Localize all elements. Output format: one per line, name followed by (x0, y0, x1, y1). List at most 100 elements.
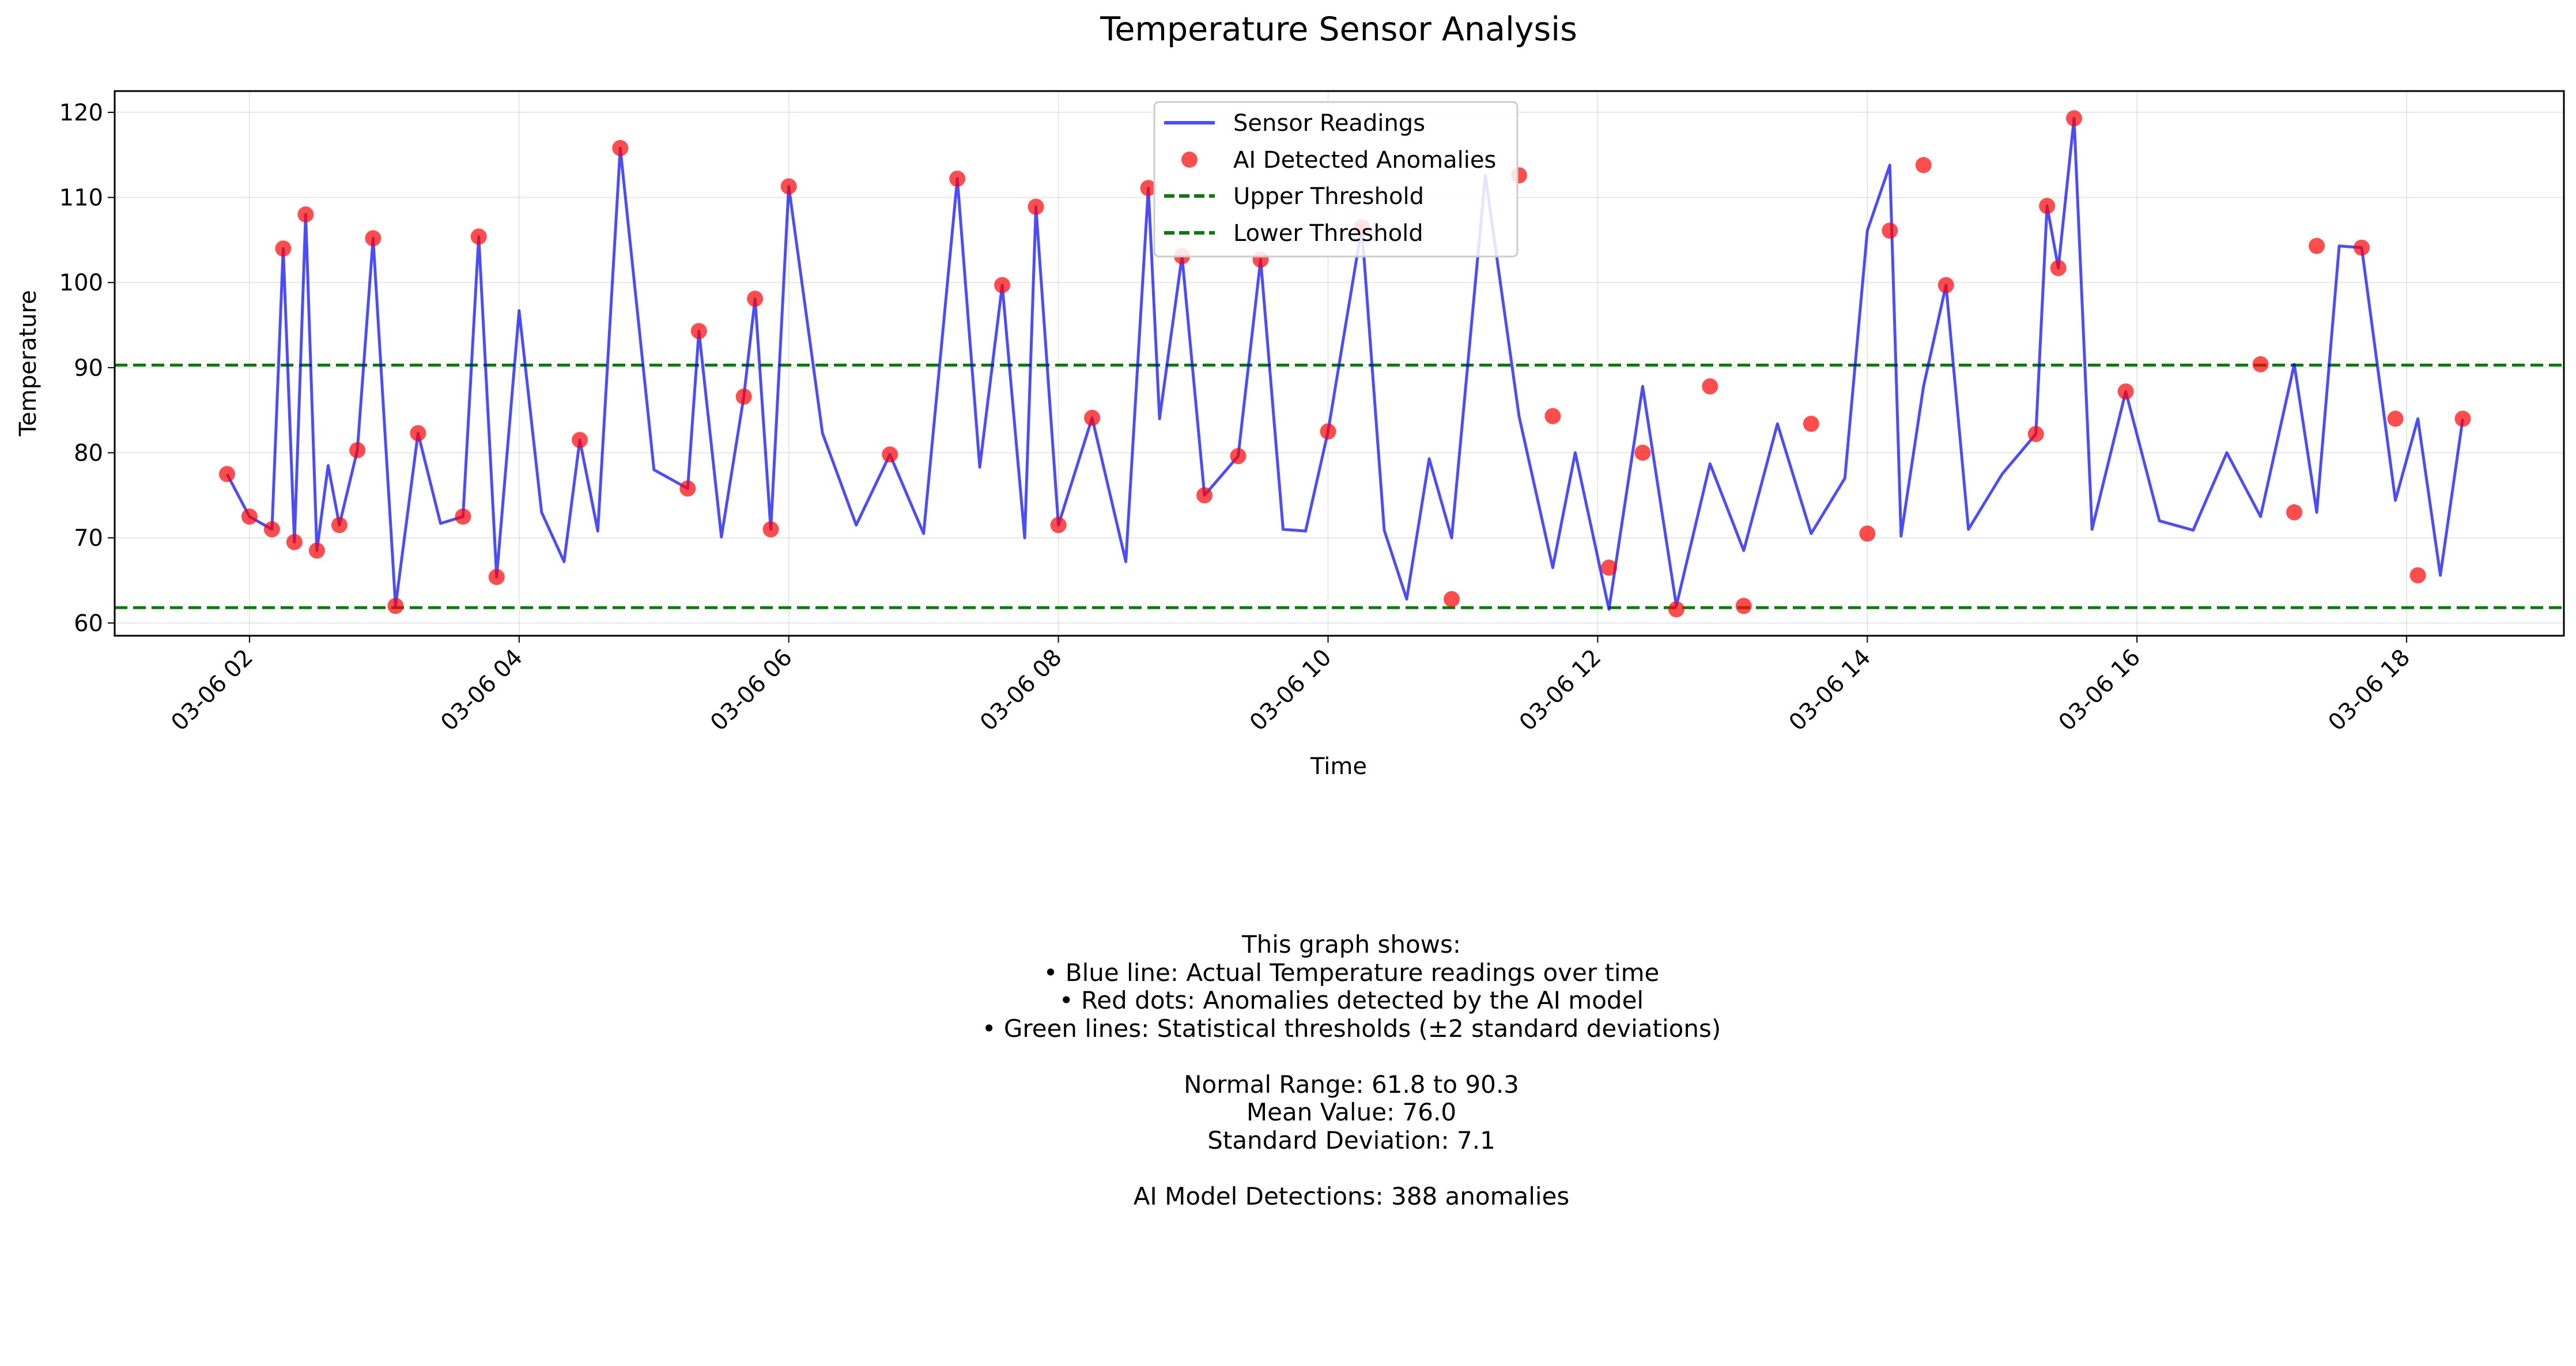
summary-std-dev: Standard Deviation: 7.1 (1207, 1126, 1495, 1154)
summary-spacer (0, 1154, 2576, 1183)
sensor-readings-line (225, 116, 2464, 611)
anomaly-point (1028, 198, 1044, 215)
anomaly-point (2286, 504, 2303, 520)
anomaly-point (297, 206, 314, 223)
x-tick-label: 03-06 14 (1784, 644, 1876, 737)
anomaly-point (612, 139, 629, 156)
anomaly-point (308, 542, 325, 559)
x-tick-label: 03-06 08 (975, 644, 1067, 737)
y-tick-label: 60 (74, 610, 103, 637)
x-tick-label: 03-06 10 (1245, 644, 1337, 737)
legend-label-upper: Upper Threshold (1233, 183, 1424, 210)
anomaly-point (1544, 408, 1561, 424)
anomaly-point (1702, 378, 1718, 395)
anomaly-point (2309, 237, 2325, 254)
summary-heading: This graph shows: (1241, 930, 1461, 959)
chart-title: Temperature Sensor Analysis (1100, 10, 1577, 48)
anomaly-point (2027, 426, 2044, 443)
x-tick-label: 03-06 02 (166, 644, 258, 737)
anomaly-point (455, 508, 471, 525)
anomaly-point (1050, 517, 1067, 533)
series-layer (225, 116, 2464, 611)
anomaly-point (331, 517, 348, 533)
legend: Sensor Readings AI Detected Anomalies Up… (1153, 101, 1519, 258)
anomaly-point (1600, 559, 1617, 576)
anomaly-point (780, 178, 797, 195)
x-tick-label: 03-06 16 (2054, 644, 2146, 737)
anomaly-point (365, 230, 382, 247)
x-tick-label: 03-06 18 (2323, 644, 2415, 737)
anomaly-point (2117, 383, 2134, 400)
anomaly-point (2387, 410, 2404, 427)
anomaly-point (747, 290, 764, 307)
anomaly-point (1320, 423, 1336, 440)
anomaly-point (882, 446, 898, 463)
anomaly-point (762, 521, 779, 538)
anomaly-point (2039, 198, 2056, 214)
anomaly-point (349, 442, 366, 459)
anomaly-point (1937, 277, 1954, 293)
anomaly-points (219, 110, 2471, 618)
anomaly-point (241, 508, 258, 525)
anomaly-point (1140, 180, 1157, 197)
legend-dot-icon (1181, 152, 1198, 168)
y-axis-label: Temperature (15, 290, 41, 436)
x-axis-label: Time (1310, 753, 1367, 780)
anomaly-point (2066, 110, 2082, 127)
legend-box (1153, 101, 1519, 258)
anomaly-point (949, 171, 966, 187)
legend-label-sensor: Sensor Readings (1233, 110, 1425, 137)
anomaly-point (1634, 444, 1651, 461)
anomaly-point (994, 277, 1011, 293)
y-tick-label: 110 (59, 185, 103, 212)
summary-bullet-red: • Red dots: Anomalies detected by the AI… (1059, 986, 1644, 1014)
anomaly-point (1230, 448, 1247, 465)
plot-frame (114, 90, 2565, 637)
anomaly-point (1735, 598, 1752, 614)
x-axis-ticks: 03-06 02 03-06 04 03-06 06 03-06 08 03-06 10… (166, 636, 2415, 736)
y-axis-ticks: 60 70 80 90 100 110 120 (59, 100, 115, 637)
anomaly-point (2050, 260, 2067, 277)
y-tick-label: 100 (59, 270, 103, 296)
anomaly-point (1668, 601, 1684, 618)
legend-label-lower: Lower Threshold (1233, 220, 1423, 247)
anomaly-point (1803, 416, 1819, 432)
summary-detections: AI Model Detections: 388 anomalies (1133, 1182, 1570, 1210)
anomaly-point (1084, 410, 1101, 426)
anomaly-point (1882, 222, 1898, 239)
anomaly-point (690, 323, 707, 339)
summary-normal-range: Normal Range: 61.8 to 90.3 (1184, 1070, 1519, 1099)
y-tick-label: 70 (74, 525, 103, 552)
x-tick-label: 03-06 06 (705, 644, 798, 737)
anomaly-point (387, 598, 404, 614)
anomaly-point (572, 432, 588, 448)
anomaly-point (2252, 356, 2269, 372)
anomaly-point (1915, 157, 1932, 173)
summary-spacer (0, 1043, 2576, 1071)
summary-bullet-blue: • Blue line: Actual Temperature readings… (1043, 958, 1660, 987)
y-tick-label: 80 (74, 440, 103, 467)
anomaly-point (470, 228, 487, 245)
x-tick-label: 03-06 04 (436, 644, 528, 737)
anomaly-point (2454, 410, 2471, 427)
anomaly-point (263, 521, 280, 538)
legend-label-anomalies: AI Detected Anomalies (1233, 147, 1496, 173)
y-tick-label: 120 (59, 100, 103, 126)
anomaly-point (275, 240, 292, 257)
anomaly-point (2409, 567, 2426, 584)
anomaly-point (286, 534, 303, 550)
anomaly-point (2354, 239, 2370, 256)
anomaly-point (410, 425, 426, 442)
anomaly-point (735, 388, 752, 405)
summary-bullet-green: • Green lines: Statistical thresholds (±… (981, 1014, 1721, 1043)
x-tick-label: 03-06 12 (1514, 644, 1607, 737)
anomaly-point (488, 569, 505, 586)
summary-mean: Mean Value: 76.0 (1246, 1098, 1457, 1126)
anomaly-point (219, 466, 235, 482)
anomaly-point (679, 480, 696, 497)
y-tick-label: 90 (74, 355, 103, 382)
summary-text: This graph shows: • Blue line: Actual Te… (0, 930, 2576, 1210)
anomaly-point (1859, 525, 1876, 542)
anomaly-point (1444, 591, 1460, 607)
